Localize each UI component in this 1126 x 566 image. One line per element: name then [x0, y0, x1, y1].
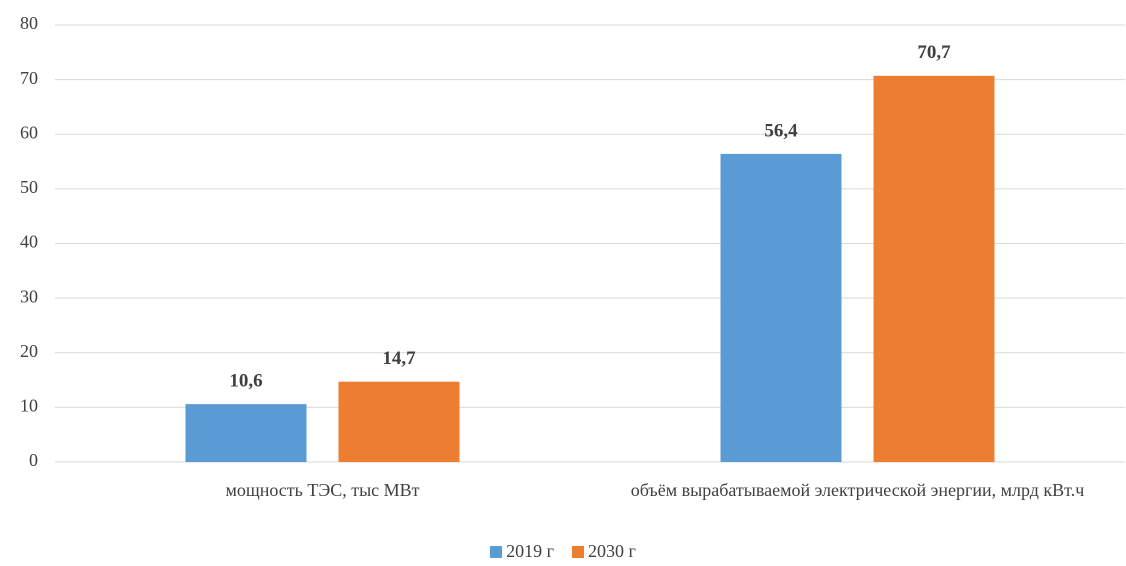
y-tick-label: 40 [20, 232, 38, 252]
legend-item: 2030 г [572, 541, 636, 562]
y-tick-label: 0 [29, 450, 38, 470]
value-label: 70,7 [917, 42, 951, 63]
y-tick-label: 20 [20, 341, 38, 361]
y-tick-label: 10 [20, 396, 38, 416]
legend: 2019 г 2030 г [0, 541, 1126, 562]
y-tick-label: 60 [20, 122, 38, 142]
value-label: 56,4 [764, 120, 798, 141]
x-tick-label: объём вырабатываемой электрической энерг… [630, 480, 1085, 500]
legend-label: 2019 г [506, 541, 554, 561]
legend-swatch [572, 545, 584, 558]
legend-swatch [490, 545, 503, 558]
value-label: 10,6 [229, 370, 262, 391]
bar [720, 153, 842, 463]
y-tick-label: 30 [20, 286, 38, 306]
bar [338, 381, 460, 462]
value-label: 14,7 [382, 348, 416, 369]
legend-item: 2019 г [490, 541, 554, 562]
y-tick-label: 80 [20, 13, 38, 33]
x-tick-label: мощность ТЭС, тыс МВт [225, 480, 420, 500]
legend-label: 2030 г [588, 541, 636, 561]
bar [873, 75, 995, 463]
y-tick-label: 50 [20, 177, 38, 197]
y-tick-label: 70 [20, 68, 38, 88]
bar [185, 404, 307, 462]
